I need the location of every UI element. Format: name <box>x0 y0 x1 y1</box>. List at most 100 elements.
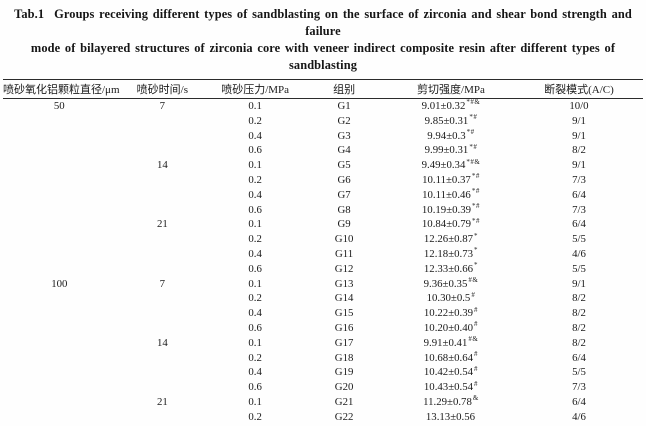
strength-value: 9.91±0.41 <box>423 336 468 349</box>
cell-strength: 10.22±0.39# <box>387 306 515 321</box>
cell-mode: 6/4 <box>572 351 586 364</box>
cell-group: G3 <box>337 129 351 142</box>
cell-diameter <box>3 203 116 218</box>
strength-value: 10.22±0.39 <box>423 307 474 320</box>
cell-diameter <box>3 410 116 425</box>
cell-strength: 12.18±0.73* <box>387 247 515 262</box>
strength-superscript: *# <box>471 187 480 196</box>
cell-diameter <box>3 217 116 232</box>
cell-mode: 4/6 <box>572 410 586 423</box>
strength-value: 9.85±0.31 <box>424 114 469 127</box>
strength-value: 10.30±0.5 <box>426 292 471 305</box>
table-body: 50 7 0.1 G1 9.01±0.32*#& 10/0 0.2 G2 9.8… <box>3 99 643 426</box>
cell-time: 21 <box>156 395 168 408</box>
cell-group: G18 <box>334 351 354 364</box>
cell-strength: 9.01±0.32*#& <box>387 99 515 114</box>
strength-value: 11.29±0.78 <box>423 395 472 408</box>
cell-mode: 10/0 <box>569 100 589 112</box>
cell-diameter <box>3 365 116 380</box>
cell-pressure: 0.1 <box>248 159 262 172</box>
header-row: 喷砂氧化铝颗粒直径/μm 喷砂时间/s 喷砂压力/MPa 组别 剪切强度/MPa… <box>3 79 643 99</box>
cell-mode: 6/4 <box>572 218 586 231</box>
table-row: 14 0.1 G17 9.91±0.41#& 8/2 <box>3 336 643 351</box>
cell-mode: 9/1 <box>572 277 586 290</box>
strength-superscript: # <box>474 349 479 358</box>
strength-value: 9.49±0.34 <box>421 159 466 172</box>
strength-superscript: *# <box>472 201 481 210</box>
strength-value: 10.68±0.64 <box>423 351 474 364</box>
cell-mode: 5/5 <box>572 366 586 379</box>
strength-value: 10.43±0.54 <box>423 381 474 394</box>
caption-text-1: Groups receiving different types of sand… <box>54 7 632 38</box>
cell-mode: 9/1 <box>572 159 586 172</box>
strength-superscript: * <box>474 261 479 270</box>
caption-line-2: mode of bilayered structures of zirconia… <box>30 41 616 72</box>
strength-value: 10.19±0.39 <box>421 203 472 216</box>
cell-diameter <box>3 232 116 247</box>
strength-superscript: *#& <box>466 157 481 166</box>
strength-superscript: # <box>474 320 479 329</box>
cell-pressure: 0.6 <box>248 203 262 216</box>
cell-group: G20 <box>334 381 354 394</box>
cell-strength: 12.26±0.87* <box>387 232 515 247</box>
strength-value: 12.33±0.66 <box>423 262 474 275</box>
strength-value: 9.99±0.31 <box>424 144 469 157</box>
cell-pressure: 0.1 <box>248 100 262 112</box>
table-row: 21 0.1 G9 10.84±0.79*# 6/4 <box>3 217 643 232</box>
cell-mode: 8/2 <box>572 336 586 349</box>
table-row: 0.4 G15 10.22±0.39# 8/2 <box>3 306 643 321</box>
cell-pressure: 0.4 <box>248 247 262 260</box>
table-row: 0.4 G19 10.42±0.54# 5/5 <box>3 365 643 380</box>
cell-diameter <box>3 351 116 366</box>
table-row: 0.6 G8 10.19±0.39*# 7/3 <box>3 201 643 218</box>
cell-mode: 7/3 <box>572 173 586 186</box>
cell-mode: 9/1 <box>572 129 586 142</box>
caption-line-1: Tab.1 Groups receiving different types of… <box>9 6 637 40</box>
cell-diameter <box>3 306 116 321</box>
cell-time <box>116 143 209 158</box>
table-row: 0.2 G10 12.26±0.87* 5/5 <box>3 232 643 247</box>
cell-pressure: 0.6 <box>248 262 262 275</box>
table-row: 0.6 G16 10.20±0.40# 8/2 <box>3 321 643 336</box>
table-row: 0.4 G3 9.94±0.3*# 9/1 <box>3 129 643 144</box>
cell-time <box>116 410 209 425</box>
cell-group: G21 <box>334 395 354 408</box>
strength-superscript: #& <box>468 275 479 284</box>
cell-group: G2 <box>337 114 351 127</box>
table-row: 100 7 0.1 G13 9.36±0.35#& 9/1 <box>3 275 643 292</box>
strength-superscript: * <box>474 231 479 240</box>
cell-time <box>116 232 209 247</box>
cell-group: G1 <box>337 100 351 112</box>
cell-diameter <box>3 395 116 410</box>
cell-diameter <box>3 291 116 306</box>
cell-diameter <box>3 247 116 262</box>
cell-mode: 5/5 <box>572 233 586 246</box>
strength-superscript: * <box>474 246 479 255</box>
strength-value: 9.36±0.35 <box>423 277 468 290</box>
strength-superscript: *# <box>469 142 478 151</box>
col-header-sandblasting-pressure: 喷砂压力/MPa <box>221 84 290 96</box>
cell-group: G13 <box>334 277 354 290</box>
cell-pressure: 0.2 <box>248 292 262 305</box>
cell-strength: 10.20±0.40# <box>387 321 515 336</box>
strength-superscript: *# <box>471 172 480 181</box>
cell-group: G19 <box>334 366 354 379</box>
cell-time <box>116 321 209 336</box>
cell-group: G7 <box>337 188 351 201</box>
table-row: 0.4 G11 12.18±0.73* 4/6 <box>3 247 643 262</box>
col-header-sandblasting-time: 喷砂时间/s <box>136 84 189 96</box>
cell-group: G14 <box>334 292 354 305</box>
table-row: 0.2 G18 10.68±0.64# 6/4 <box>3 349 643 366</box>
cell-strength: 10.11±0.37*# <box>387 173 515 188</box>
cell-strength: 12.33±0.66* <box>387 262 515 277</box>
cell-mode: 5/5 <box>572 262 586 275</box>
table-row: 0.2 G6 10.11±0.37*# 7/3 <box>3 173 643 188</box>
table-row: 0.2 G2 9.85±0.31*# 9/1 <box>3 114 643 129</box>
col-header-particle-diameter: 喷砂氧化铝颗粒直径/μm <box>3 84 120 96</box>
strength-value: 9.94±0.3 <box>427 129 466 142</box>
cell-time <box>116 365 209 380</box>
cell-group: G8 <box>337 203 351 216</box>
strength-superscript: *# <box>466 128 475 136</box>
col-header-shear-strength: 剪切强度/MPa <box>417 84 485 96</box>
cell-time <box>116 129 209 144</box>
